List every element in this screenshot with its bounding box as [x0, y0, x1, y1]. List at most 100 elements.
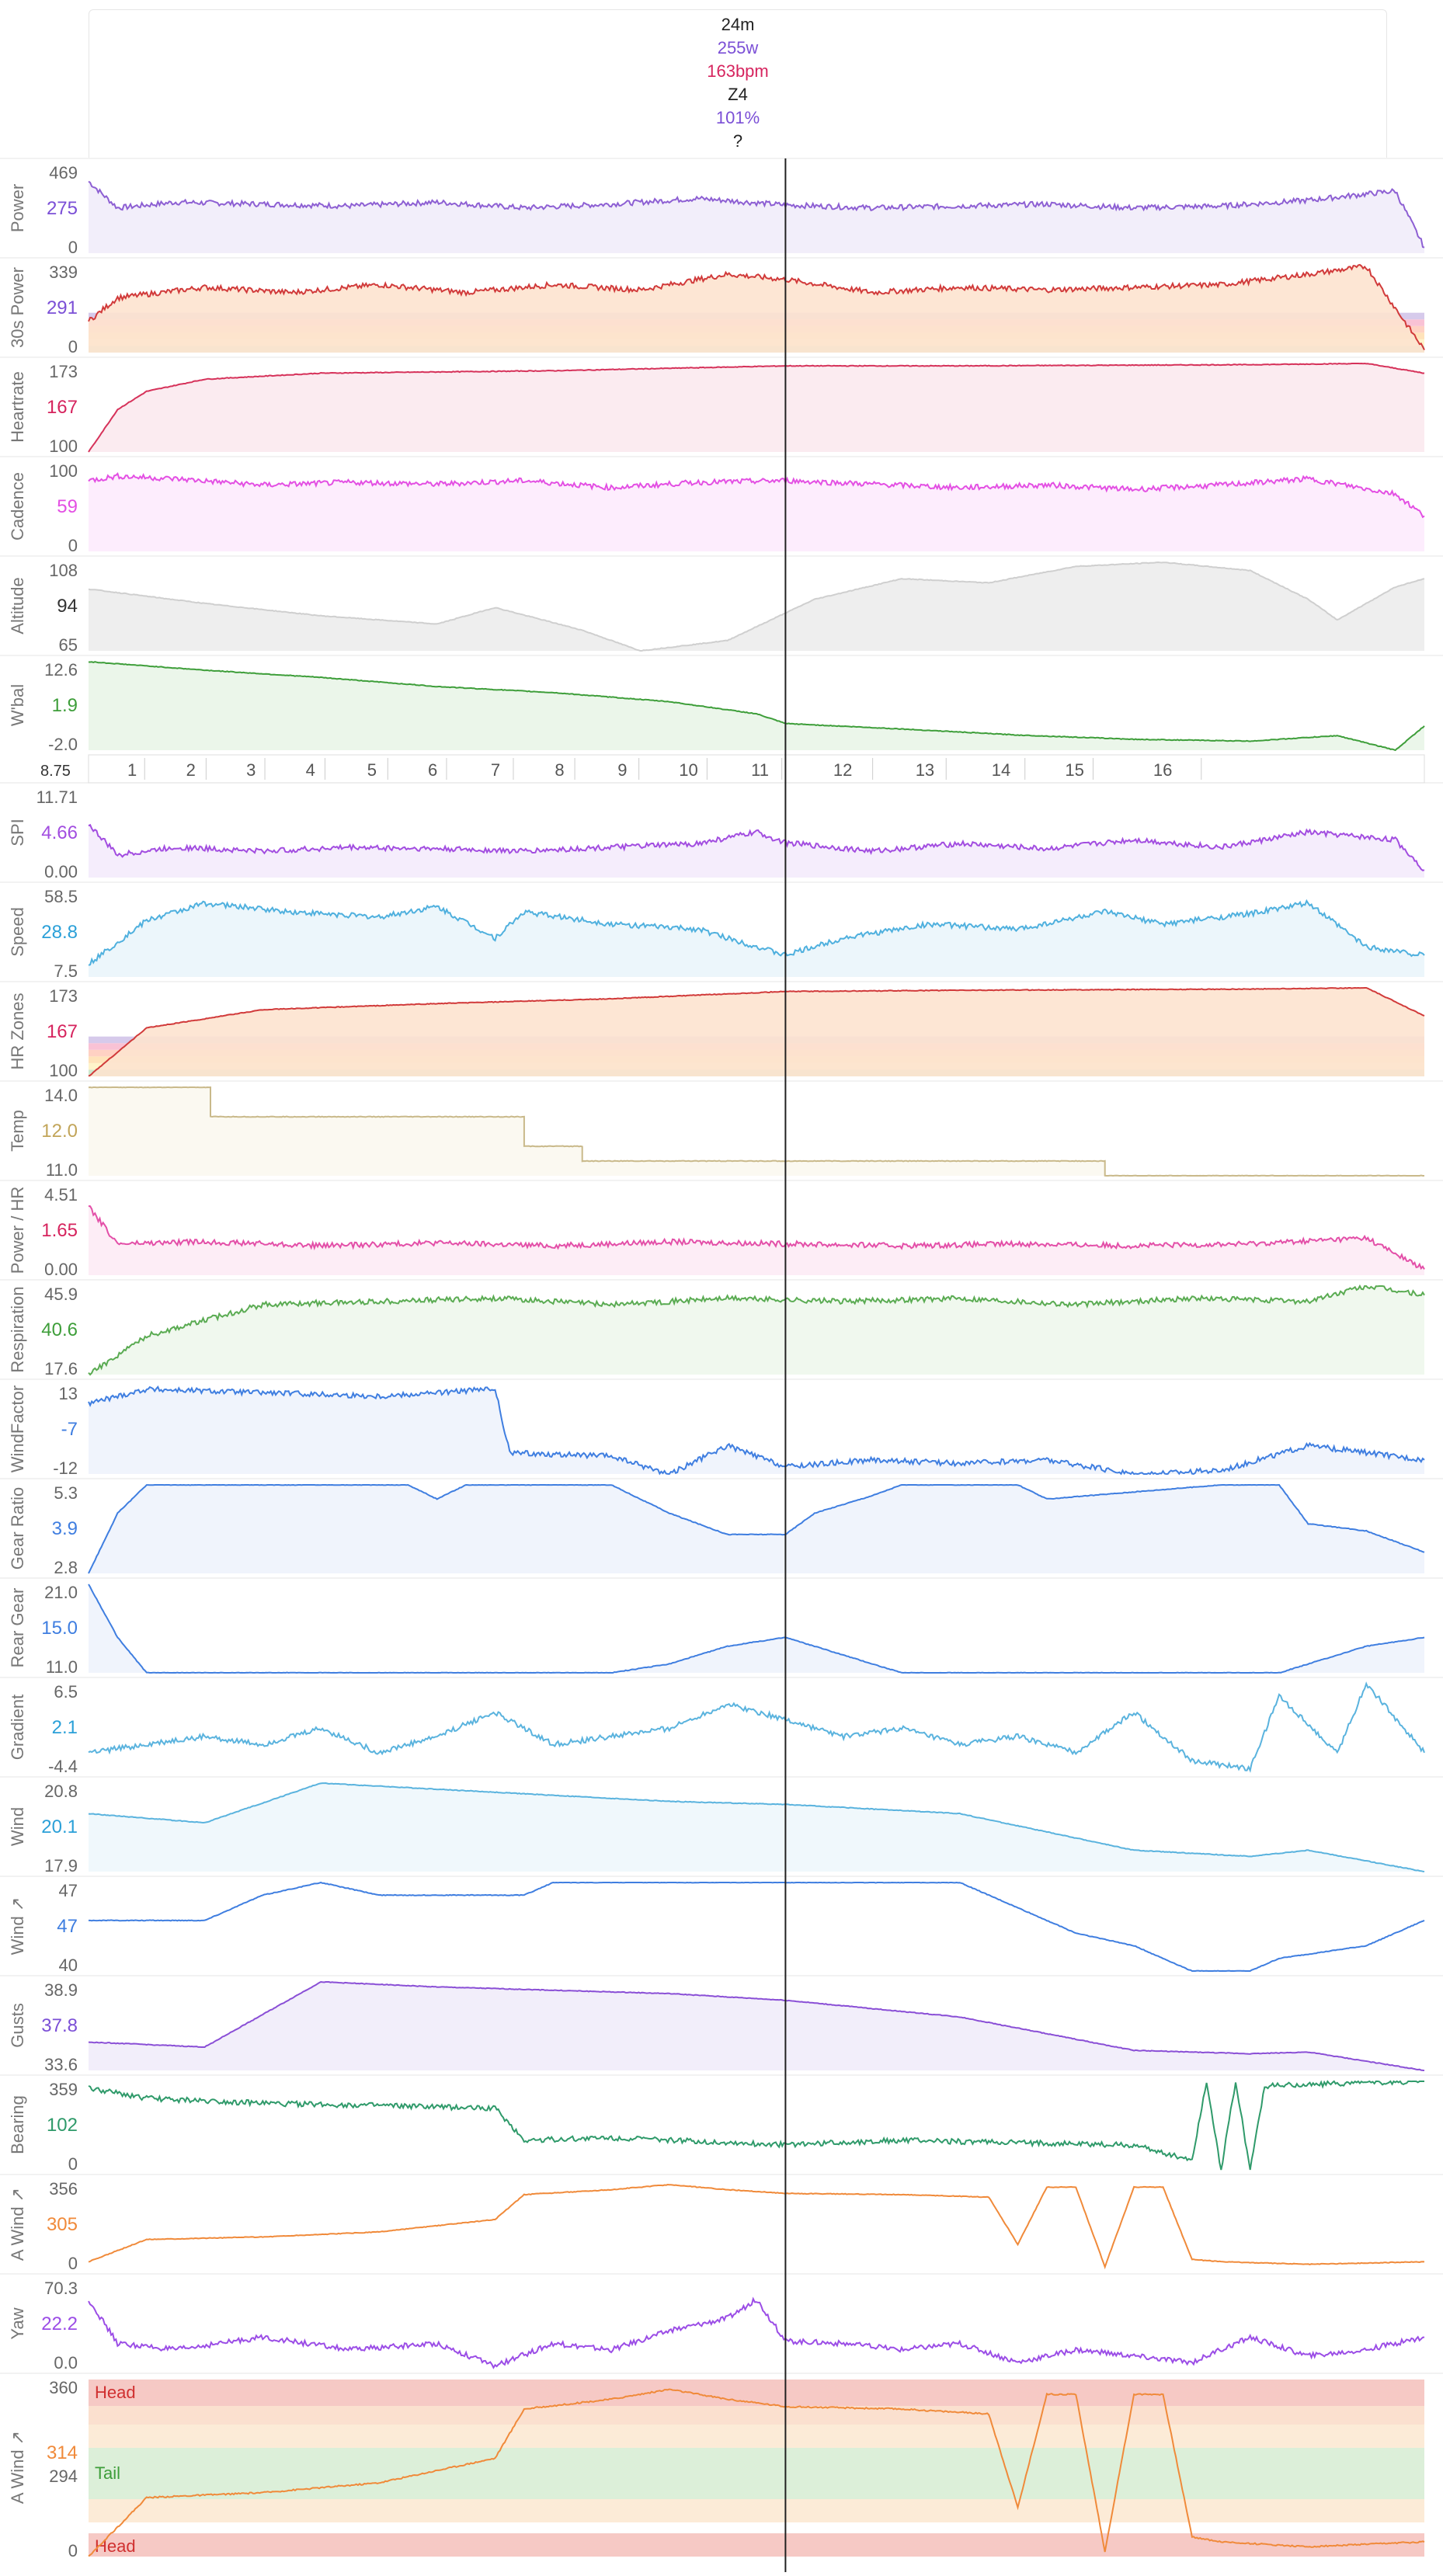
hover-tooltip: 24m 255w 163bpm Z4 101% ? — [89, 9, 1387, 158]
lap-label: 4 — [306, 760, 315, 780]
band — [89, 2499, 1424, 2522]
tick-max: 108 — [49, 561, 78, 580]
tooltip-time: 24m — [721, 15, 755, 34]
tick-max: 45.9 — [44, 1285, 78, 1304]
band-label-head: Head — [95, 2536, 136, 2556]
current-value: 94 — [57, 596, 78, 617]
series-area — [89, 473, 1424, 551]
series-line — [88, 1205, 1425, 1271]
panel-label: W'bal — [8, 684, 27, 726]
tick-min: 0 — [68, 536, 78, 555]
tick-mid: 294 — [49, 2466, 78, 2486]
tick-max: 356 — [49, 2179, 78, 2199]
lap-label: 15 — [1065, 760, 1083, 780]
series-area — [89, 1584, 1424, 1673]
series-line — [89, 1881, 1425, 1973]
tick-min: 65 — [59, 635, 78, 655]
panel-label: Yaw — [8, 2307, 27, 2339]
series-area — [89, 662, 1424, 750]
tick-max: 12.6 — [44, 660, 78, 680]
tick-max: 38.9 — [44, 1980, 78, 2000]
tick-min: 7.5 — [54, 961, 78, 981]
current-value: 305 — [47, 2214, 78, 2235]
lap-axis — [88, 754, 1425, 784]
lap-label: 9 — [617, 760, 627, 780]
tick-min: -4.4 — [48, 1757, 78, 1776]
series-area — [89, 1386, 1424, 1474]
lap-label: 16 — [1153, 760, 1172, 780]
tick-max: 47 — [59, 1881, 78, 1900]
series-line — [88, 1483, 1425, 1574]
panel-label: Gradient — [8, 1695, 27, 1760]
current-value: 2.1 — [52, 1717, 78, 1738]
series-line — [88, 2296, 1425, 2369]
panel-label: Gusts — [8, 2003, 27, 2047]
series-line — [88, 2183, 1425, 2270]
panel-label: Cadence — [8, 472, 27, 541]
series-line — [88, 1086, 1424, 1177]
lap-label: 11 — [751, 760, 769, 780]
panel-label: Wind ↗ — [8, 1897, 27, 1955]
series-line — [88, 1980, 1425, 2071]
current-value: 1.65 — [41, 1220, 78, 1241]
tick-min: -2.0 — [48, 735, 78, 754]
current-value: 291 — [47, 297, 78, 318]
series-area — [89, 825, 1424, 878]
tick-min: 0 — [68, 337, 78, 356]
tick-min: 17.9 — [44, 1856, 78, 1876]
panel-label: Rear Gear — [8, 1588, 27, 1668]
tick-max: 13 — [59, 1384, 78, 1403]
tick-max: 5.3 — [54, 1483, 78, 1503]
tick-min: 33.6 — [44, 2055, 78, 2074]
panel-label: Wind — [8, 1807, 27, 1846]
tick-max: 360 — [49, 2378, 78, 2397]
tick-min: 2.8 — [54, 1558, 78, 1577]
panel-label: Power / HR — [8, 1187, 27, 1274]
lap-axis-value: 8.75 — [40, 763, 71, 780]
series-area — [89, 181, 1424, 253]
series-line — [88, 180, 1425, 249]
panel-label: Respiration — [8, 1286, 27, 1372]
series-line — [88, 472, 1425, 519]
tick-min: 11.0 — [46, 1657, 78, 1677]
current-value: 15.0 — [41, 1618, 78, 1639]
lap-label: 8 — [555, 760, 564, 780]
tick-max: 100 — [49, 461, 78, 481]
current-value: 167 — [47, 397, 78, 418]
tick-min: 0.00 — [44, 1260, 78, 1279]
tick-max: 14.0 — [44, 1086, 78, 1105]
lap-label: 1 — [127, 760, 137, 780]
tick-min: 0 — [68, 238, 78, 257]
tick-max: 359 — [49, 2080, 78, 2099]
series-line — [89, 661, 1425, 752]
band-label-head: Head — [95, 2383, 136, 2402]
lap-label: 2 — [186, 760, 196, 780]
tick-min: 0 — [68, 2154, 78, 2174]
series-area — [89, 1783, 1424, 1872]
lap-label: 10 — [679, 760, 697, 780]
panel-label: Heartrate — [8, 371, 27, 443]
series-line — [88, 2388, 1425, 2557]
current-value: 167 — [47, 1021, 78, 1042]
series-line — [88, 1681, 1425, 1773]
series-area — [89, 265, 1424, 353]
series-area — [89, 1485, 1424, 1573]
tick-max: 70.3 — [44, 2279, 78, 2298]
panel-label: A Wind ↗ — [8, 2431, 27, 2504]
panel-label: Bearing — [8, 2095, 27, 2154]
panel-label: WindFactor — [8, 1385, 27, 1472]
series-line — [88, 1583, 1425, 1674]
current-value: 37.8 — [41, 2015, 78, 2036]
series-line — [88, 1385, 1425, 1476]
band — [89, 2425, 1424, 2448]
lap-label: 5 — [367, 760, 377, 780]
tick-max: 6.5 — [54, 1682, 78, 1702]
lap-label: 3 — [246, 760, 256, 780]
plot-area — [89, 2081, 1424, 2170]
series-area — [89, 901, 1424, 977]
tick-max: 11.71 — [37, 787, 78, 807]
series-line — [88, 1782, 1425, 1872]
series-area — [89, 363, 1424, 452]
